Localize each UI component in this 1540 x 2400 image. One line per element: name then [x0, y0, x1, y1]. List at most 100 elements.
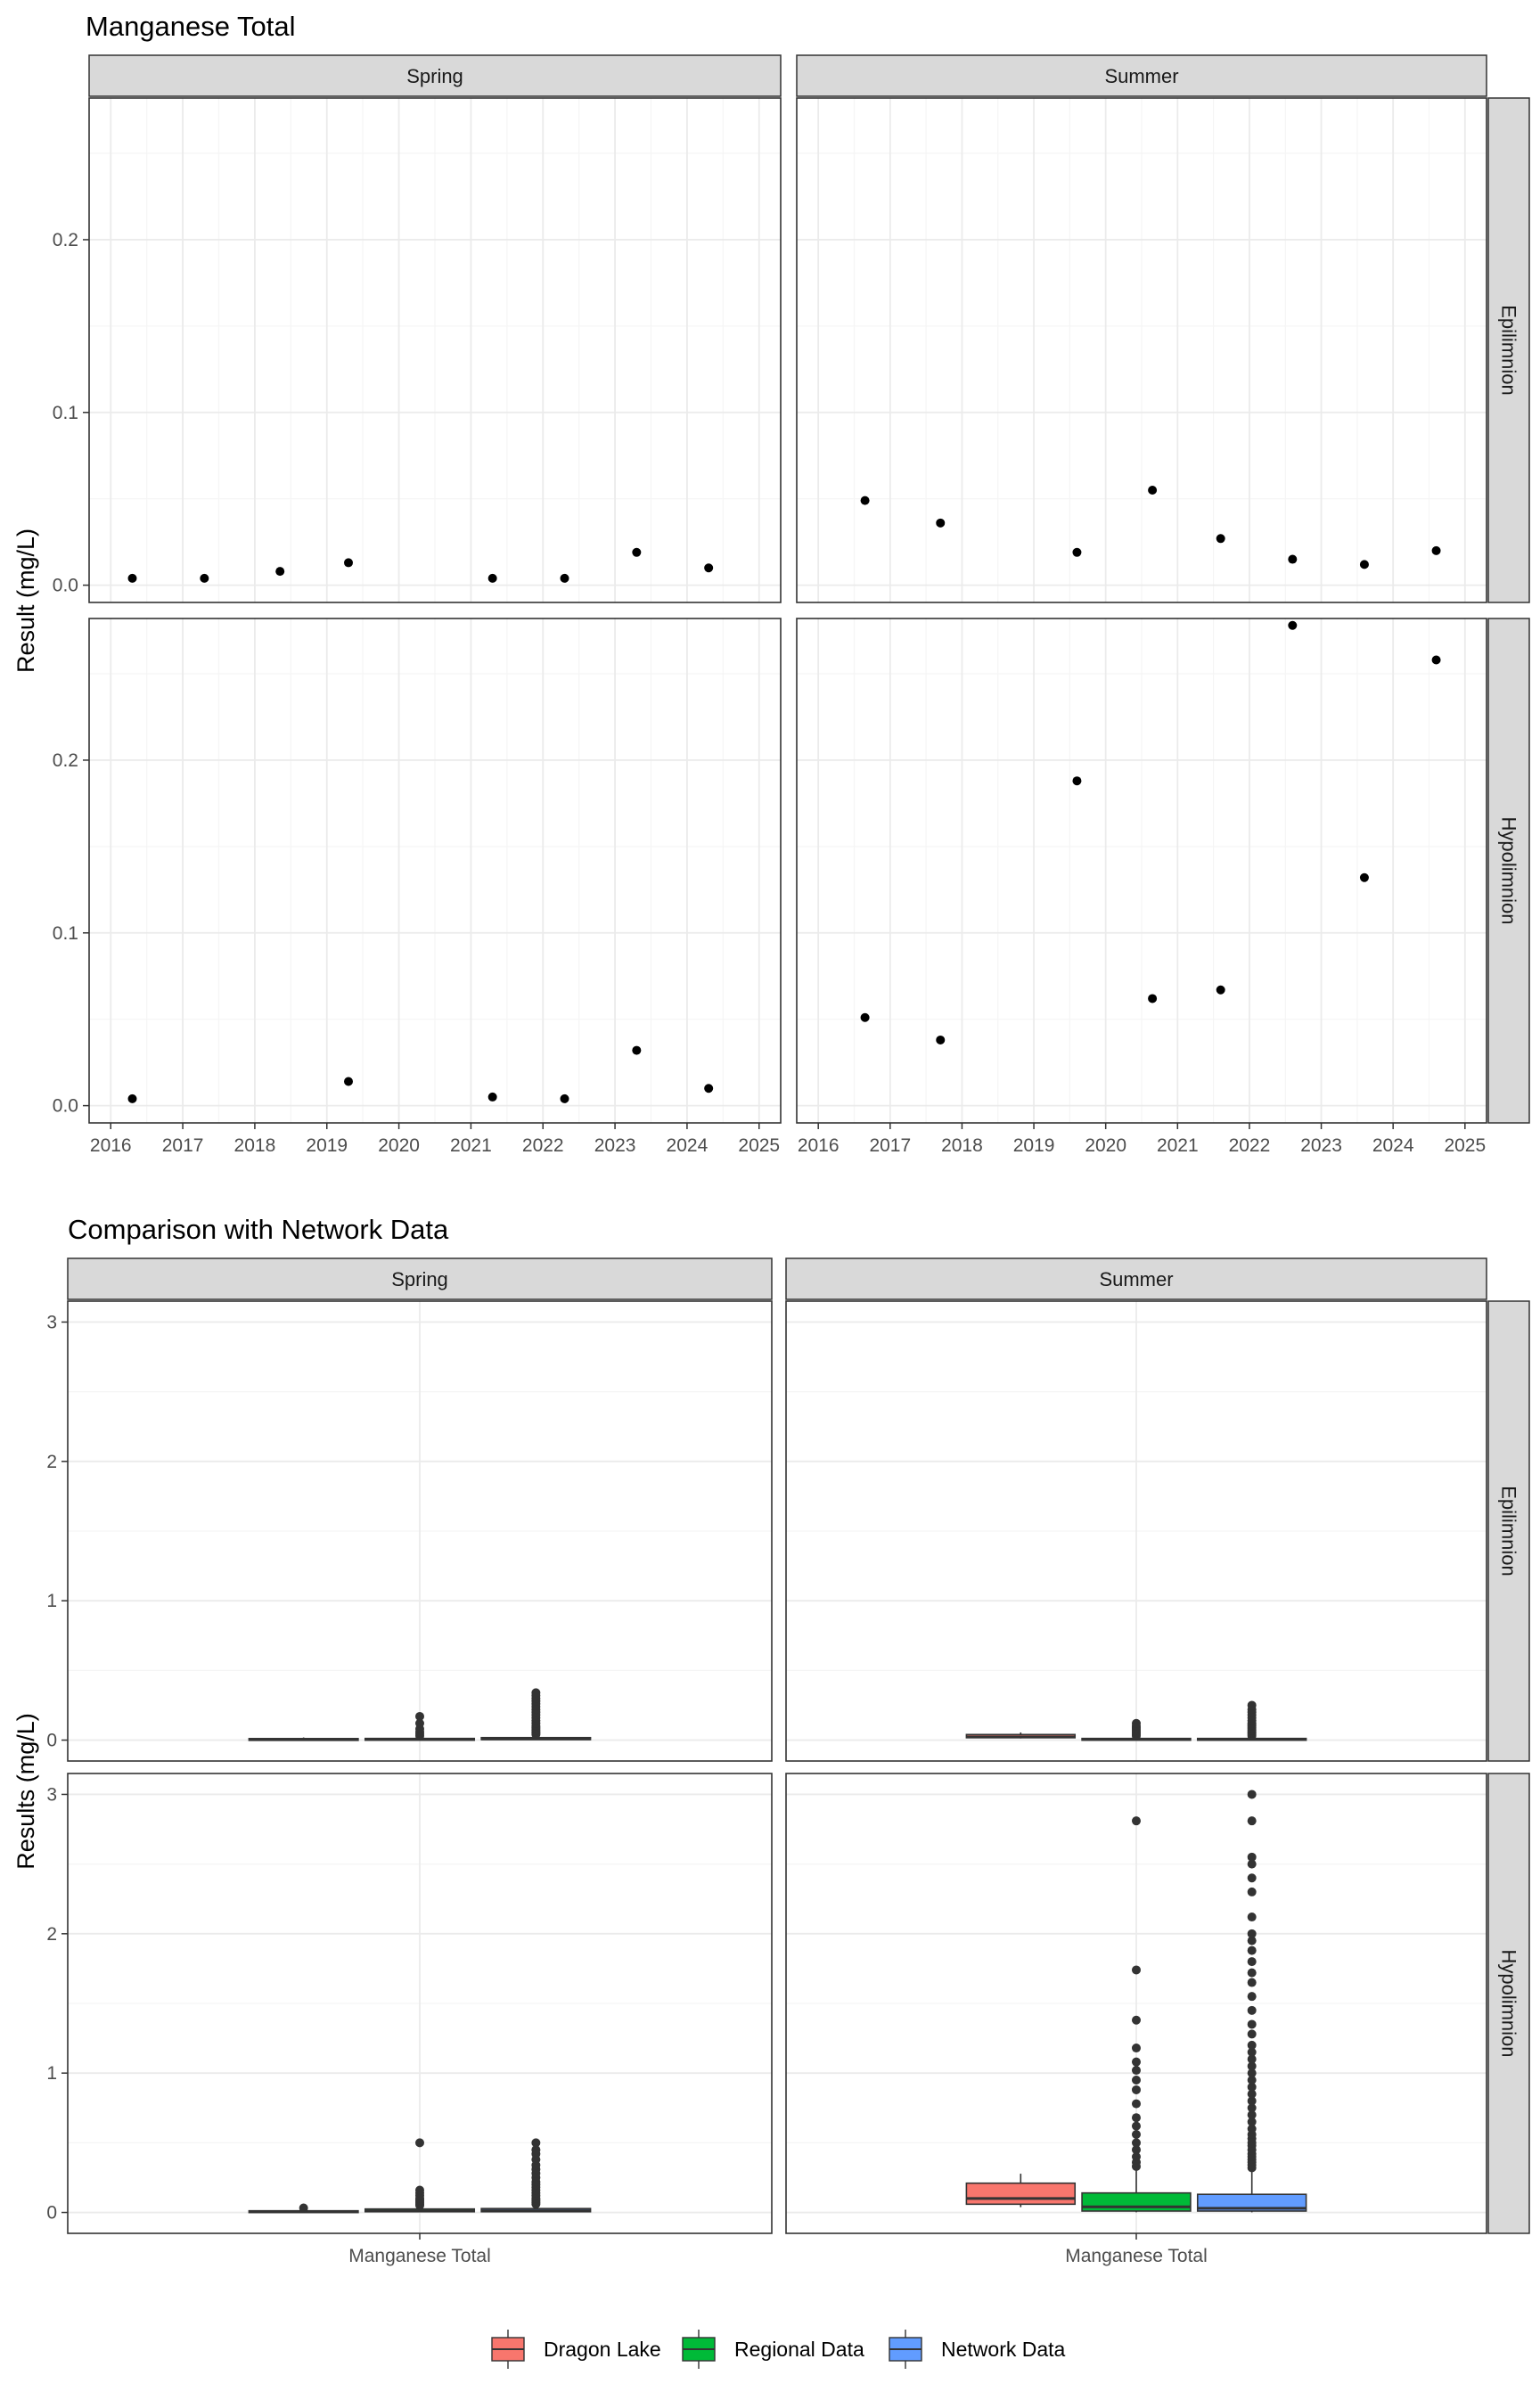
panel-border: [785, 1300, 1487, 1762]
y-tick-label: 2: [46, 1924, 57, 1945]
x-tick-label: 2024: [667, 1135, 709, 1156]
x-tick-label: 2018: [234, 1135, 276, 1156]
outlier-point: [299, 2203, 308, 2213]
outlier-point: [531, 2145, 541, 2155]
panel-border: [796, 97, 1487, 603]
facet-strip-hypolimnion: [1487, 1773, 1530, 2234]
outlier-point: [1247, 1873, 1257, 1883]
outlier-point: [1247, 1992, 1257, 2002]
x-tick-label: 2023: [1300, 1135, 1342, 1156]
y-tick-label: 0.0: [53, 576, 78, 596]
chart-title: Manganese Total: [86, 11, 296, 42]
data-point: [560, 573, 569, 583]
facet-strip-label: Spring: [391, 1268, 448, 1290]
chart-title: Comparison with Network Data: [68, 1214, 449, 1245]
outlier-point: [1247, 2117, 1257, 2126]
panel-border: [88, 618, 782, 1124]
facet-strip-label: Epilimnion: [1498, 305, 1520, 396]
facet-strip-spring: [67, 1257, 773, 1300]
outlier-point: [1132, 2145, 1141, 2155]
outlier-point: [1247, 2047, 1257, 2057]
outlier-point: [1247, 1913, 1257, 1922]
data-point: [127, 1094, 137, 1103]
y-tick-label: 0.1: [53, 923, 78, 944]
outlier-point: [1247, 1936, 1257, 1945]
outlier-point: [1247, 2103, 1257, 2113]
facet-strip-epilimnion: [1487, 1300, 1530, 1762]
y-tick-label: 1: [46, 1591, 57, 1611]
facet-strip-label: Epilimnion: [1498, 1486, 1520, 1577]
data-point: [1431, 545, 1441, 555]
x-tick-label: 2025: [1444, 1135, 1486, 1156]
panel-border: [88, 97, 782, 603]
panel-border: [67, 1300, 773, 1762]
outlier-point: [1247, 1790, 1257, 1799]
data-point: [860, 496, 870, 505]
panel-border: [796, 618, 1487, 1124]
data-point: [704, 563, 714, 573]
x-tick-label: 2019: [1013, 1135, 1055, 1156]
outlier-point: [1132, 2015, 1141, 2025]
data-point: [1072, 776, 1082, 786]
x-tick-label: 2023: [594, 1135, 636, 1156]
x-tick-label: 2020: [378, 1135, 420, 1156]
outlier-point: [1132, 1965, 1141, 1975]
y-tick-label: 3: [46, 1312, 57, 1332]
data-point: [860, 1012, 870, 1022]
x-tick-label: 2021: [1157, 1135, 1199, 1156]
box-regional-data: [1081, 2191, 1192, 2212]
facet-strip-label: Spring: [406, 65, 463, 87]
data-point: [704, 1084, 714, 1094]
y-tick-label: 0: [46, 1731, 57, 1751]
outlier-point: [1247, 2005, 1257, 2015]
y-tick-label: 0.2: [53, 750, 78, 771]
x-tick-label: 2017: [869, 1135, 911, 1156]
data-point: [487, 573, 497, 583]
x-tick-label: Manganese Total: [348, 2246, 491, 2266]
outlier-point: [1247, 1816, 1257, 1826]
outlier-point: [1132, 2066, 1141, 2076]
outlier-point: [1132, 1718, 1141, 1728]
outlier-point: [531, 1688, 541, 1698]
data-point: [275, 567, 285, 577]
x-tick-label: 2017: [162, 1135, 204, 1156]
legend-label: Dragon Lake: [544, 2338, 661, 2361]
outlier-point: [1247, 1852, 1257, 1862]
facet-strip-label: Hypolimnion: [1498, 816, 1520, 924]
outlier-point: [1247, 2019, 1257, 2029]
data-point: [632, 1045, 642, 1055]
data-point: [1216, 534, 1225, 544]
outlier-point: [1247, 2054, 1257, 2064]
facet-strip-label: Summer: [1099, 1268, 1173, 1290]
y-tick-label: 0: [46, 2203, 57, 2224]
x-tick-label: 2018: [941, 1135, 983, 1156]
outlier-point: [1247, 2040, 1257, 2050]
outlier-point: [1132, 2044, 1141, 2053]
outlier-point: [1132, 2138, 1141, 2148]
data-point: [936, 518, 946, 528]
outlier-point: [1247, 1887, 1257, 1896]
data-point: [632, 547, 642, 557]
facet-strip-label: Summer: [1104, 65, 1178, 87]
outlier-point: [1132, 2085, 1141, 2094]
outlier-point: [415, 2138, 424, 2148]
outlier-point: [1247, 2029, 1257, 2039]
x-tick-label: 2025: [738, 1135, 780, 1156]
y-tick-label: 2: [46, 1452, 57, 1472]
x-tick-label: 2016: [798, 1135, 840, 1156]
data-point: [1359, 560, 1369, 569]
x-tick-label: 2022: [1229, 1135, 1271, 1156]
y-axis-title: Results (mg/L): [12, 1713, 39, 1870]
facet-strip-summer: [785, 1257, 1487, 1300]
outlier-point: [531, 2138, 541, 2148]
legend-label: Regional Data: [734, 2338, 864, 2361]
outlier-point: [1132, 2121, 1141, 2131]
x-tick-label: 2021: [450, 1135, 492, 1156]
x-tick-label: Manganese Total: [1065, 2246, 1208, 2266]
facet-strip-summer: [796, 54, 1487, 97]
outlier-point: [1247, 2082, 1257, 2092]
data-point: [1148, 486, 1158, 496]
outlier-point: [1132, 2113, 1141, 2123]
y-tick-label: 0.1: [53, 403, 78, 423]
